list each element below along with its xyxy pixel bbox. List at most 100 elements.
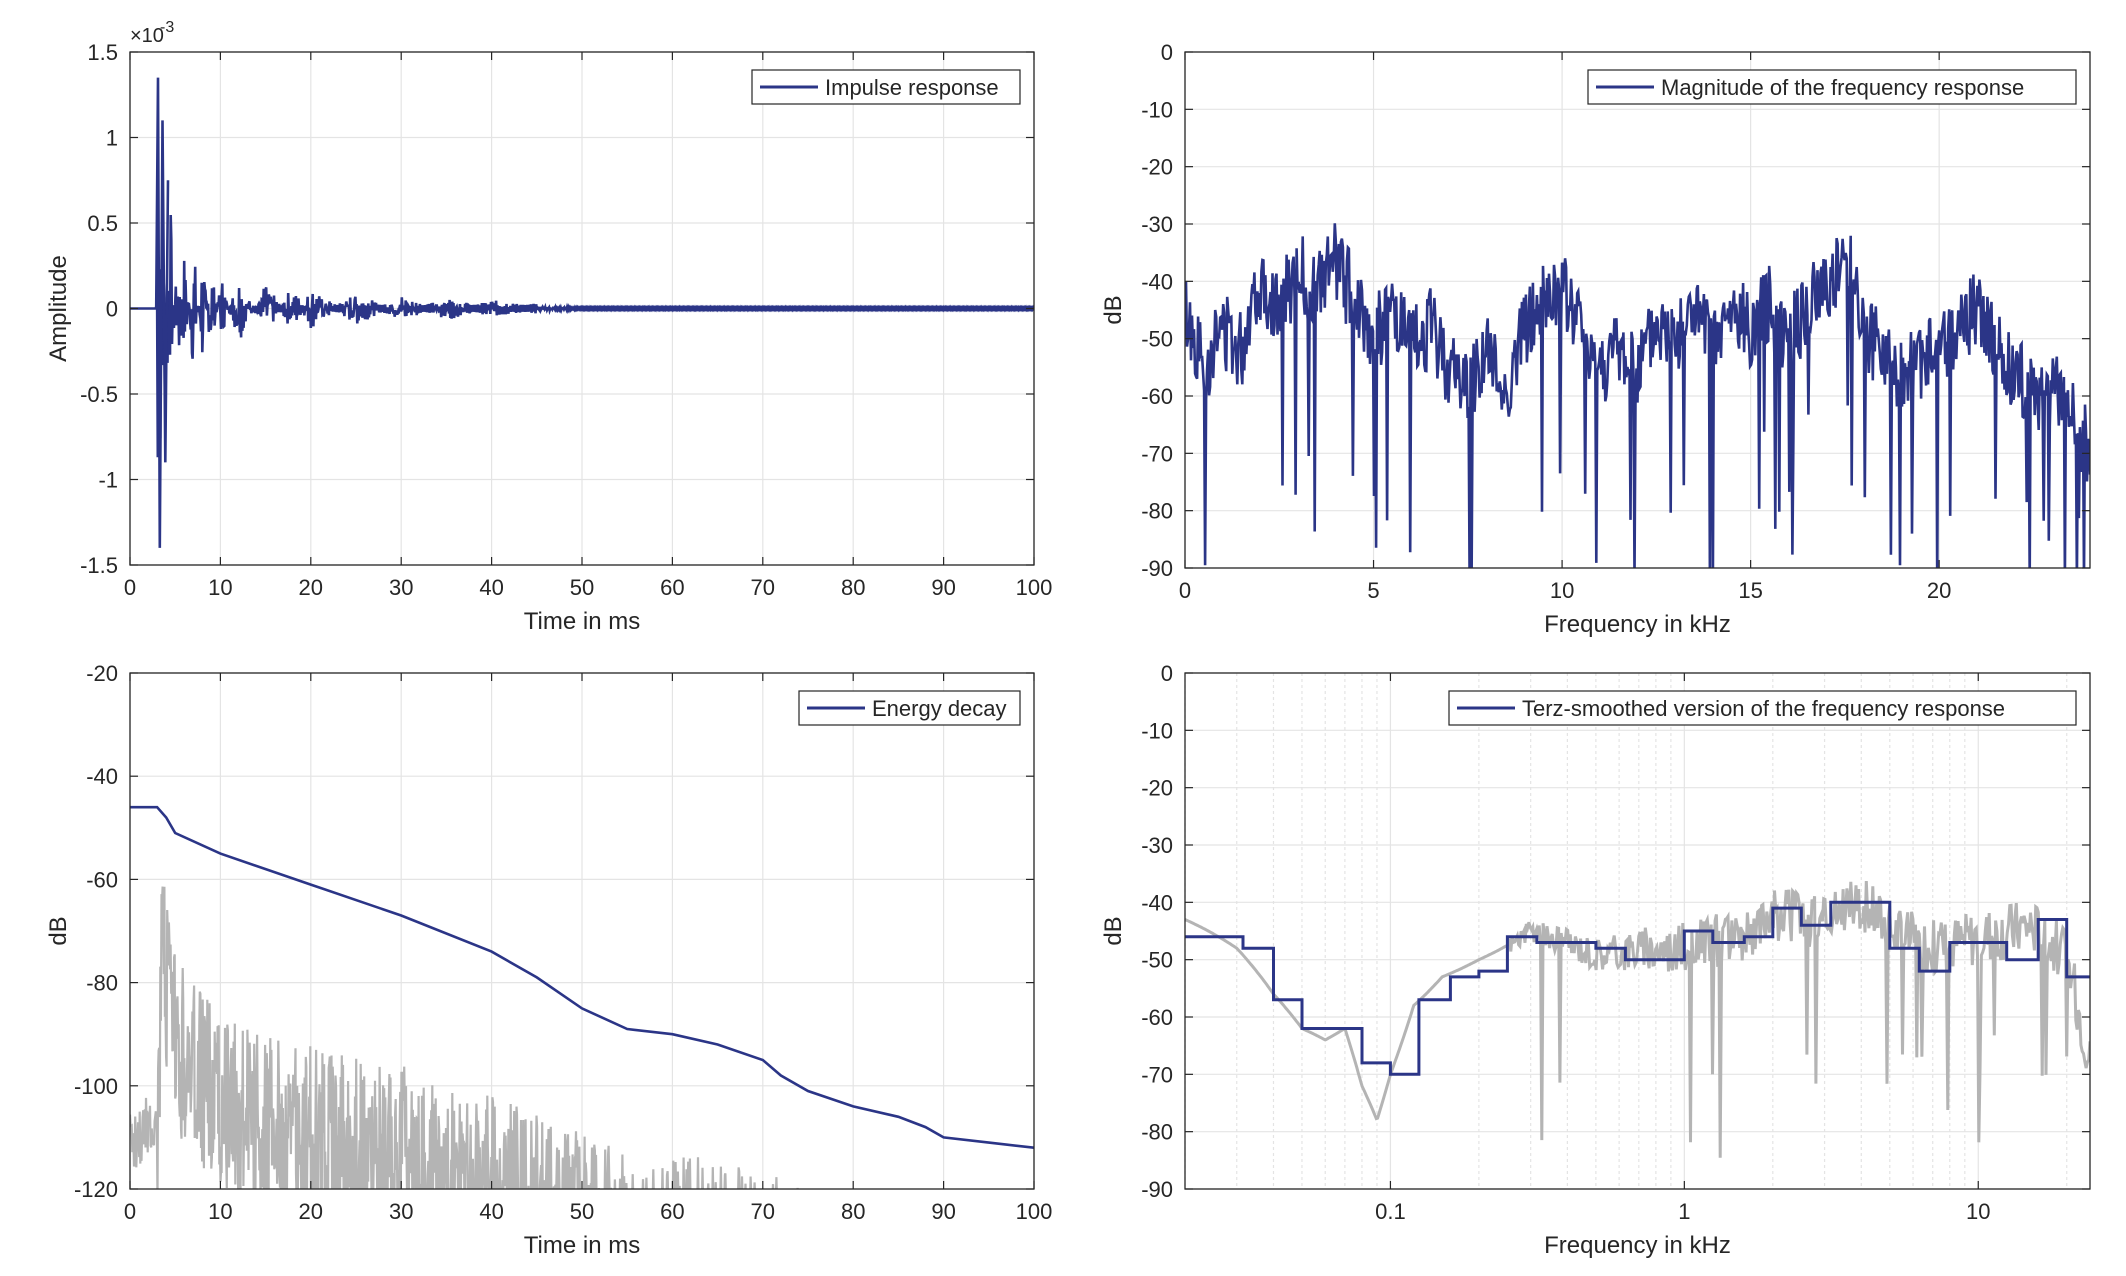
series-group-magnitude — [1185, 223, 2090, 568]
x-axis-label: Time in ms — [524, 1232, 640, 1259]
legend-box — [1587, 69, 2077, 105]
series-line — [1185, 223, 2090, 568]
y-tick-label: -50 — [1141, 948, 1173, 973]
y-tick-label: 0.5 — [87, 211, 118, 236]
series-line — [154, 77, 170, 548]
x-tick-label: 90 — [931, 1199, 955, 1224]
x-tick-label: 60 — [660, 575, 684, 600]
x-tick-label: 0 — [124, 1199, 136, 1224]
x-tick-label: 70 — [751, 575, 775, 600]
legend-label: Energy decay — [872, 696, 1007, 721]
legend-label: Impulse response — [825, 75, 999, 100]
y-tick-label: 0 — [1161, 40, 1173, 65]
y-tick-label: -40 — [1141, 890, 1173, 915]
x-tick-label: 60 — [660, 1199, 684, 1224]
x-tick-label: 100 — [1016, 575, 1053, 600]
x-axis-label: Time in ms — [524, 608, 640, 635]
noise-line — [130, 886, 799, 1189]
x-tick-label: 50 — [570, 575, 594, 600]
legend-label: Magnitude of the frequency response — [1661, 75, 2024, 100]
x-axis-label: Frequency in kHz — [1544, 611, 1731, 638]
axes-box — [1184, 51, 2091, 569]
x-tick-label: 10 — [1966, 1199, 1990, 1224]
y-tick-label: -1 — [98, 468, 118, 493]
y-tick-label: -10 — [1141, 97, 1173, 122]
x-tick-label: 0 — [124, 575, 136, 600]
y-tick-label: 1.5 — [87, 40, 118, 65]
y-tick-label: -60 — [1141, 384, 1173, 409]
legend: Terz-smoothed version of the frequency r… — [1448, 690, 2077, 726]
x-tick-label: 15 — [1738, 578, 1762, 603]
y-tick-label: -80 — [1141, 499, 1173, 524]
x-tick-label: 90 — [931, 575, 955, 600]
y-tick-label: -100 — [74, 1074, 118, 1099]
x-tick-label: 40 — [479, 1199, 503, 1224]
series-line — [130, 214, 1034, 458]
y-tick-label: -70 — [1141, 441, 1173, 466]
legend: Impulse response — [751, 69, 1021, 105]
y-tick-label: 1 — [106, 126, 118, 151]
y-tick-label: -40 — [86, 764, 118, 789]
y-tick-label: -30 — [1141, 212, 1173, 237]
series-group-decay — [130, 805, 1034, 1189]
y-tick-label: -120 — [74, 1177, 118, 1202]
legend-box — [1448, 690, 2077, 726]
x-tick-label: 10 — [208, 1199, 232, 1224]
axes-box — [1184, 672, 2091, 1190]
x-tick-label: 0 — [1179, 578, 1191, 603]
x-axis-label: Frequency in kHz — [1544, 1232, 1731, 1259]
x-tick-label: 1 — [1678, 1199, 1690, 1224]
y-tick-label: -80 — [86, 971, 118, 996]
y-tick-label: -40 — [1141, 269, 1173, 294]
y-tick-label: -10 — [1141, 718, 1173, 743]
x-tick-label: 20 — [299, 575, 323, 600]
y-axis-label: dB — [45, 916, 72, 945]
y-tick-label: -90 — [1141, 556, 1173, 581]
y-axis-label: Amplitude — [45, 255, 72, 362]
y-tick-label: -0.5 — [80, 382, 118, 407]
raw-line — [1185, 880, 2090, 1158]
y-tick-label: -50 — [1141, 327, 1173, 352]
y-tick-label: -70 — [1141, 1062, 1173, 1087]
series-group-impulse — [130, 77, 1034, 548]
legend: Energy decay — [798, 690, 1021, 726]
exponent-value: -3 — [160, 19, 174, 36]
legend: Magnitude of the frequency response — [1587, 69, 2077, 105]
y-tick-label: 0 — [106, 297, 118, 322]
x-tick-label: 70 — [751, 1199, 775, 1224]
x-tick-label: 80 — [841, 575, 865, 600]
x-tick-label: 50 — [570, 1199, 594, 1224]
series-group-terz — [1185, 880, 2090, 1158]
x-tick-label: 80 — [841, 1199, 865, 1224]
y-axis-label: dB — [1100, 295, 1127, 324]
x-tick-label: 5 — [1367, 578, 1379, 603]
x-tick-label: 20 — [299, 1199, 323, 1224]
series-line — [1185, 900, 2090, 1076]
exponent-label: ×10 — [130, 25, 164, 47]
y-tick-label: -20 — [1141, 155, 1173, 180]
chart-impulse: 0 10 20 30 40 50 60 70 80 90 100 -1.5 -1 -0.5 0 0.5 1 1.5… — [45, 19, 1052, 635]
y-tick-label: 0 — [1161, 661, 1173, 686]
x-tick-label: 100 — [1016, 1199, 1053, 1224]
x-tick-label: 20 — [1927, 578, 1951, 603]
y-tick-label: -1.5 — [80, 553, 118, 578]
legend-label: Terz-smoothed version of the frequency r… — [1522, 696, 2005, 721]
y-tick-label: -60 — [86, 867, 118, 892]
chart-magnitude: 0 5 10 15 20 0 -10 -20 -30 -40 -50 -60 -70 -80 -90 Freq… — [1100, 40, 2091, 638]
y-tick-label: -30 — [1141, 833, 1173, 858]
series-line — [130, 805, 1034, 1149]
x-tick-label: 10 — [208, 575, 232, 600]
x-tick-label: 40 — [479, 575, 503, 600]
x-tick-label: 0.1 — [1375, 1199, 1406, 1224]
y-tick-label: -80 — [1141, 1120, 1173, 1145]
y-tick-label: -90 — [1141, 1177, 1173, 1202]
x-tick-label: 30 — [389, 1199, 413, 1224]
chart-terz: 0.1 1 10 0 -10 -20 -30 -40 -50 -60 -70 -80 -90 Freque… — [1100, 661, 2091, 1259]
y-tick-label: -60 — [1141, 1005, 1173, 1030]
y-tick-label: -20 — [1141, 776, 1173, 801]
y-tick-label: -20 — [86, 661, 118, 686]
chart-decay: 0 10 20 30 40 50 60 70 80 90 100 -20 -40 -60 -80 -100 -1… — [45, 661, 1052, 1259]
x-tick-label: 30 — [389, 575, 413, 600]
y-axis-label: dB — [1100, 916, 1127, 945]
